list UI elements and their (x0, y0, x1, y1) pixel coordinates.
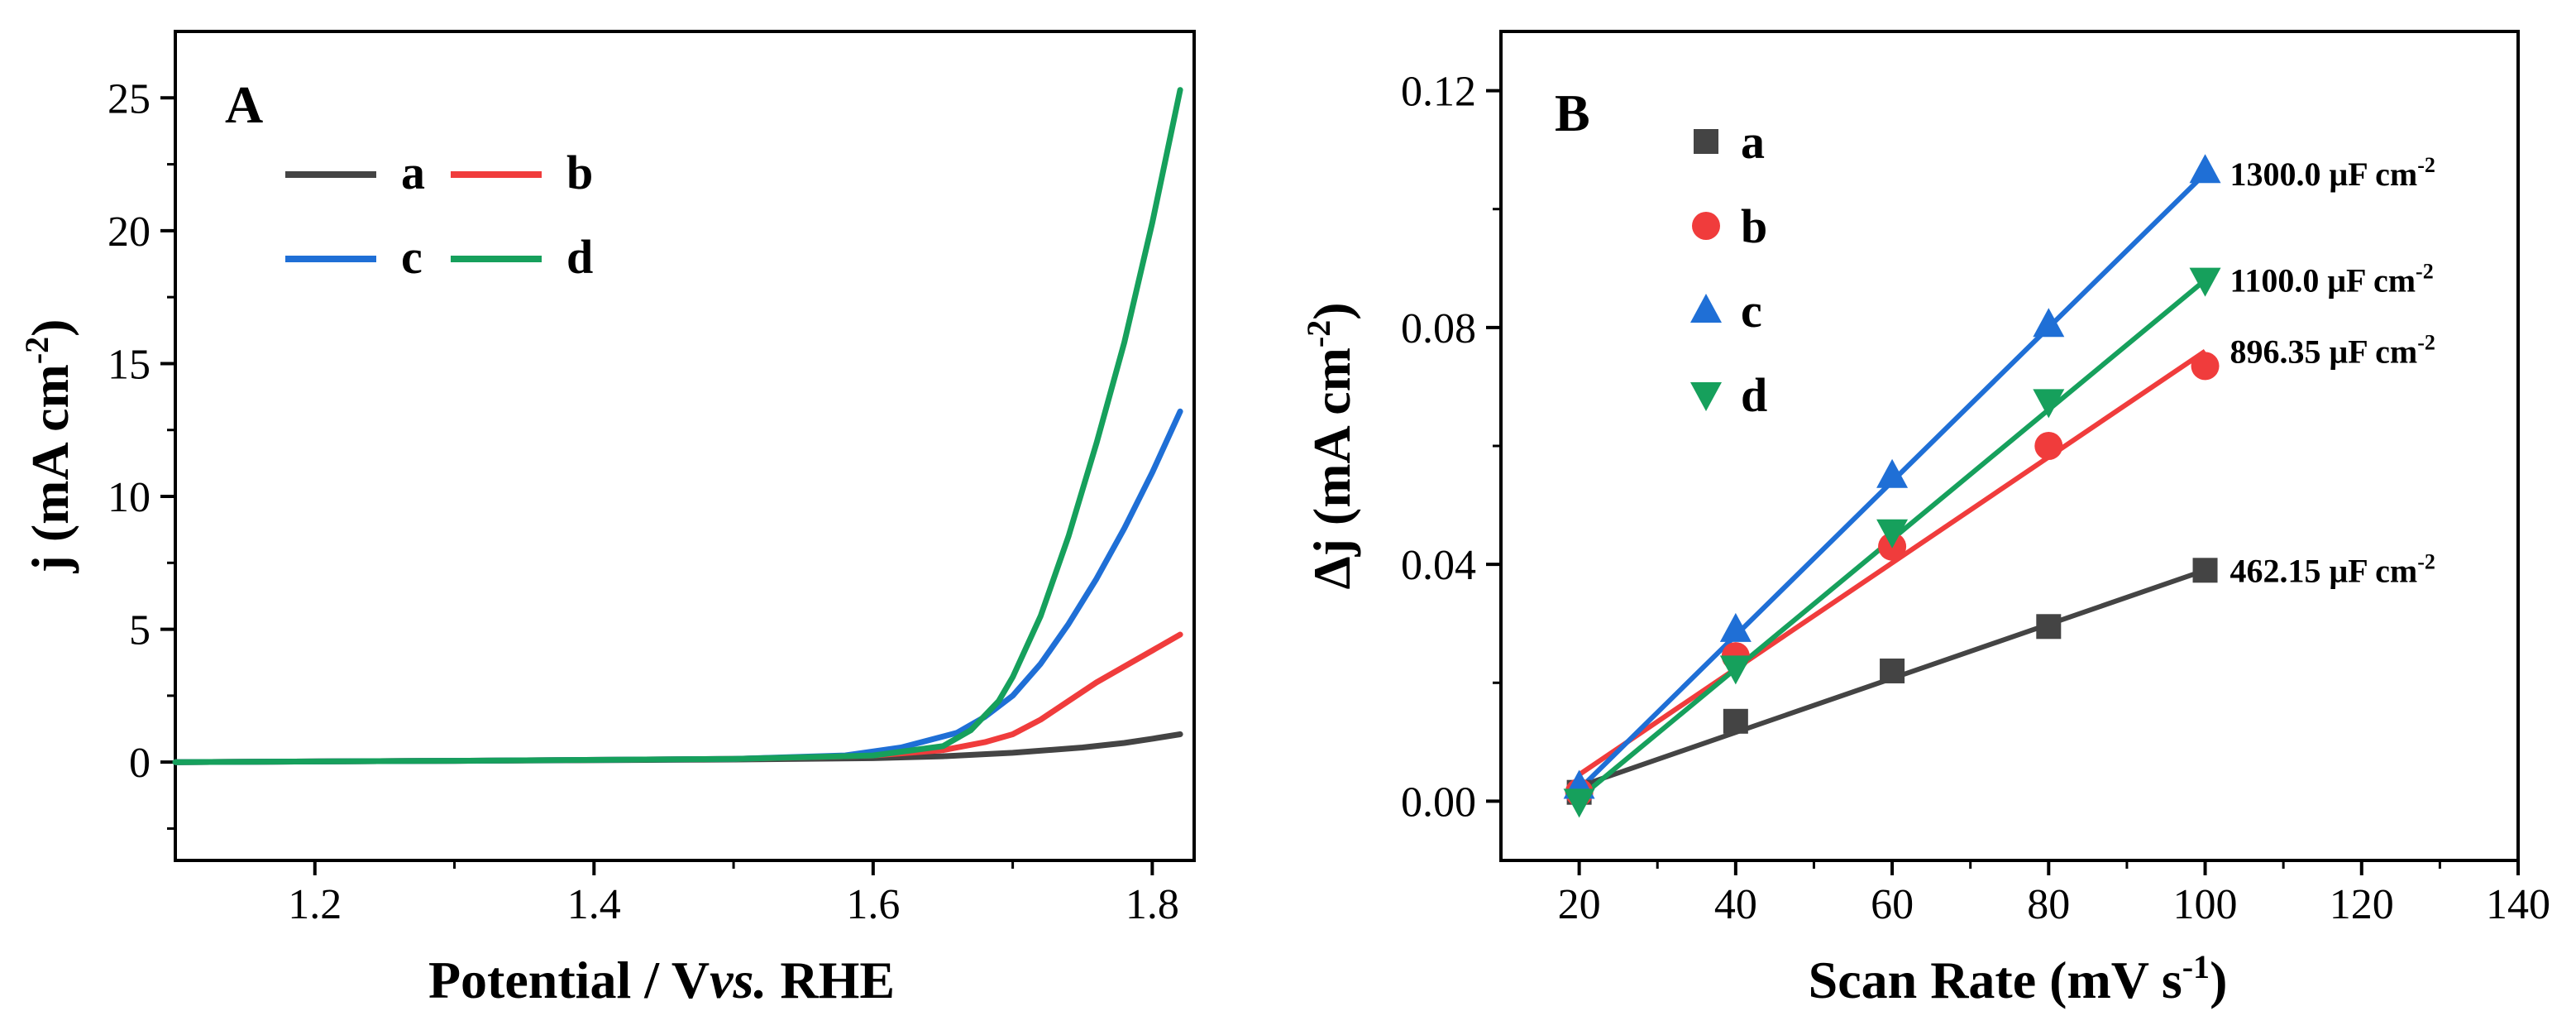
series-b-capacitance-label: 896.35 μF cm-2 (2230, 330, 2435, 370)
legend-c-label: c (401, 230, 423, 284)
legend-c-marker-shape (1690, 294, 1722, 323)
series-d-point (1563, 788, 1595, 818)
series-a-point (1723, 708, 1748, 734)
panel-b-xlabel-sup: -1 (2182, 948, 2210, 985)
capacitance-value: 1100.0 μF cm (2230, 262, 2416, 299)
panel-a-xtick-label: 1.2 (288, 881, 342, 928)
capacitance-unit-sup: -2 (2416, 260, 2434, 284)
panel-b-ticks: 20 40 60 80 100 120 140 0.00 0.04 0.08 0.12 (1401, 69, 2550, 928)
panel-b-ytick-label: 0.08 (1401, 305, 1476, 352)
series-c-point (2189, 154, 2221, 184)
legend-d-label: d (566, 230, 593, 284)
panel-b-ylabel-sup: -2 (1300, 320, 1337, 347)
panel-a-xtick-label: 1.8 (1126, 881, 1179, 928)
panel-a-ytick-label: 15 (108, 341, 151, 388)
legend-b-marker-shape (1692, 212, 1720, 240)
panel-b-xlabel-main: Scan Rate (mV s (1809, 951, 2182, 1009)
capacitance-value: 1300.0 μF cm (2230, 156, 2418, 193)
panel-a-ytick-label: 0 (129, 740, 151, 787)
series-d-point (2189, 267, 2221, 297)
panel-b-xtick-label: 100 (2173, 881, 2238, 928)
panel-b-ylabel: Δj (mA cm-2) (1300, 302, 1361, 589)
panel-a-ylabel: j (mA cm-2) (18, 319, 79, 574)
legend-d-marker-shape (1690, 382, 1722, 411)
panel-a-ytick-label: 25 (108, 75, 151, 122)
capacitance-value: 896.35 μF cm (2230, 333, 2418, 370)
panel-a-ticks: 1.2 1.4 1.6 1.8 0 5 10 15 20 25 (108, 75, 1179, 928)
legend-a-marker (1694, 129, 1718, 154)
panel-b-points (1563, 154, 2221, 818)
series-b-point (2191, 352, 2220, 381)
panel-b-xtick-label: 60 (1871, 881, 1914, 928)
panel-b-xtick-label: 140 (2486, 881, 2550, 928)
panel-a-xtick-label: 1.4 (567, 881, 621, 928)
panel-b-ytick-label: 0.04 (1401, 542, 1476, 589)
panel-b-xtick-label: 80 (2027, 881, 2070, 928)
legend-b-label: b (1741, 199, 1767, 253)
panel-a-ytick-label: 20 (108, 208, 151, 256)
panel-a-xlabel-vs: vs. (710, 951, 767, 1009)
panel-a-xlabel-main: Potential / V (428, 951, 710, 1009)
series-b-fit-line (1577, 349, 2207, 777)
series-d-point (2033, 389, 2065, 419)
legend-d-label: d (1741, 368, 1767, 422)
series-d-point (1719, 655, 1752, 685)
series-c-capacitance-label: 1300.0 μF cm-2 (2230, 153, 2435, 193)
legend-b-marker (1692, 212, 1720, 240)
legend-a-label: a (1741, 115, 1765, 169)
legend-a-label: a (401, 146, 425, 199)
series-c-point (1876, 458, 1909, 488)
series-c-point (2033, 308, 2065, 338)
legend-d-marker (1690, 382, 1722, 411)
series-d-capacitance-label: 1100.0 μF cm-2 (2230, 260, 2434, 299)
capacitance-unit-sup: -2 (2417, 549, 2435, 573)
capacitance-unit-sup: -2 (2417, 330, 2435, 354)
capacitance-value: 462.15 μF cm (2230, 552, 2418, 589)
panel-a-ylabel-sup: -2 (18, 337, 55, 364)
panel-a-ytick-label: 5 (129, 607, 151, 654)
panel-a-ytick-label: 10 (108, 474, 151, 521)
panel-b-xlabel-close: ) (2210, 951, 2227, 1009)
panel-b-xtick-label: 120 (2330, 881, 2394, 928)
series-a-point (2192, 558, 2218, 583)
panel-a-legend: a b c d (285, 146, 593, 284)
series-c-line (172, 408, 1183, 765)
series-b-line (172, 631, 1183, 765)
panel-a: 1.2 1.4 1.6 1.8 0 5 10 15 20 25 A a b c d Potenti… (18, 30, 1196, 1009)
panel-a-xlabel: Potential / Vvs. RHE (428, 951, 895, 1009)
legend-c-label: c (1741, 284, 1762, 338)
panel-b-xtick-label: 40 (1714, 881, 1757, 928)
legend-a-marker-shape (1694, 129, 1718, 154)
panel-a-xtick-label: 1.6 (846, 881, 900, 928)
panel-b-legend: a b c d (1690, 115, 1767, 422)
panel-b-xtick-label: 20 (1558, 881, 1601, 928)
legend-b-label: b (566, 146, 593, 199)
panel-a-frame (174, 30, 1196, 862)
panel-b-ytick-label: 0.12 (1401, 69, 1476, 116)
panel-b-ytick-label: 0.00 (1401, 779, 1476, 826)
panel-b-xlabel: Scan Rate (mV s-1) (1809, 948, 2228, 1009)
series-d-point (1876, 519, 1909, 549)
series-a-capacitance-label: 462.15 μF cm-2 (2230, 549, 2435, 589)
panel-a-series (172, 87, 1183, 765)
panel-b: 20 40 60 80 100 120 140 0.00 0.04 0.08 0.12 462.15… (1300, 30, 2550, 1009)
panel-a-xlabel-end: RHE (767, 951, 895, 1009)
series-a-point (2036, 614, 2062, 640)
panel-b-ylabel-main: Δj (mA cm (1302, 347, 1361, 589)
panel-b-ylabel-close: ) (1302, 302, 1361, 319)
panel-b-label: B (1555, 84, 1590, 142)
legend-c-marker (1690, 294, 1722, 323)
panel-a-ylabel-main: j (mA cm (21, 364, 79, 573)
panel-a-ylabel-close: ) (21, 319, 79, 337)
series-c-point (1719, 612, 1752, 642)
series-d-line (172, 87, 1183, 765)
series-b-point (2034, 432, 2063, 460)
panel-a-label: A (225, 75, 263, 134)
capacitance-unit-sup: -2 (2417, 153, 2435, 177)
series-a-point (1880, 658, 1905, 683)
